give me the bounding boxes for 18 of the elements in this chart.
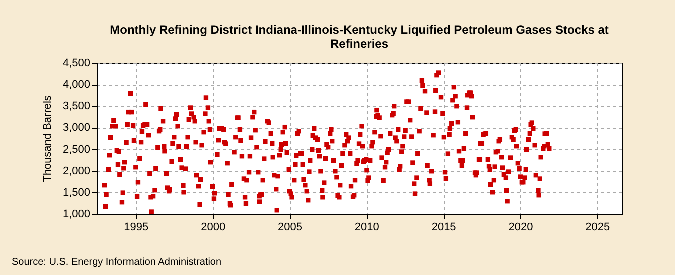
y-tick-label: 2,500	[62, 144, 90, 156]
y-tick-label: 1,500	[62, 186, 90, 199]
y-tick-label: 2,000	[62, 165, 90, 178]
x-tick-label: 2010	[354, 222, 380, 234]
chart-title: Monthly Refining District Indiana-Illinois-Kentucky Liquified Petroleum Gases Stocks at Refineries	[110, 23, 609, 51]
source-note: Source: U.S. Energy Information Administration	[12, 257, 222, 268]
x-tick-label: 2020	[508, 222, 534, 234]
x-tick-label: 1995	[124, 222, 149, 234]
y-tick-label: 4,500	[62, 58, 90, 70]
y-tick-label: 3,500	[62, 100, 90, 113]
x-tick-label: 2025	[586, 222, 610, 234]
x-tick-label: 2005	[278, 222, 302, 234]
y-tick-label: 4,000	[62, 79, 90, 92]
y-tick-label: 1,000	[62, 208, 90, 220]
x-tick-label: 2015	[432, 222, 456, 234]
y-tick-label: 3,000	[62, 122, 90, 134]
y-axis-title: Thousand Barrels	[42, 95, 54, 182]
x-tick-label: 2000	[201, 222, 226, 234]
